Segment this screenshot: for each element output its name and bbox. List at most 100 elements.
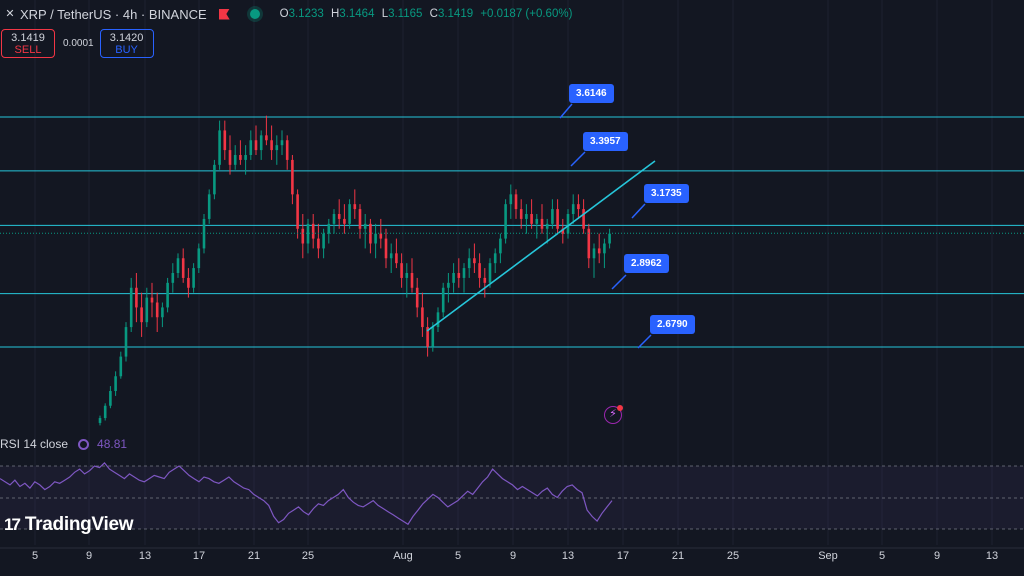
x-tick-label: 13 bbox=[985, 550, 999, 562]
candle-body bbox=[270, 140, 273, 151]
candle-body bbox=[150, 297, 154, 303]
candle-body bbox=[530, 214, 533, 224]
candle-body bbox=[311, 223, 315, 239]
close-label: C bbox=[429, 8, 438, 20]
candle-body bbox=[114, 376, 117, 392]
candle-body bbox=[207, 194, 211, 219]
rsi-series bbox=[0, 462, 613, 526]
rsi-label[interactable]: RSI 14 close bbox=[0, 437, 69, 451]
high-label: H bbox=[330, 8, 340, 20]
candle-body bbox=[176, 258, 180, 274]
candle-body bbox=[337, 214, 341, 219]
candle-body bbox=[181, 258, 185, 278]
lightning-icon[interactable]: ⚡ bbox=[604, 405, 623, 424]
candle-body bbox=[426, 327, 429, 347]
candle-body bbox=[363, 223, 367, 229]
candle-body bbox=[233, 155, 237, 165]
tradingview-logo[interactable]: 17 TradingView bbox=[4, 514, 134, 536]
indicator-settings-icon[interactable] bbox=[78, 438, 90, 450]
candle-body bbox=[400, 263, 403, 278]
buy-button[interactable]: 3.1420 BUY bbox=[99, 29, 154, 58]
candle-body bbox=[551, 209, 554, 224]
candle-body bbox=[171, 273, 175, 283]
x-icon[interactable]: ✕ bbox=[5, 8, 15, 20]
close-value: 3.1419 bbox=[437, 8, 474, 20]
x-tick-label: 13 bbox=[561, 550, 575, 562]
candle-body bbox=[519, 209, 523, 219]
rsi-pane bbox=[0, 465, 1024, 549]
candle-body bbox=[218, 130, 221, 165]
candle-body bbox=[540, 218, 544, 229]
trendline[interactable] bbox=[426, 103, 656, 349]
level-label-2-6790[interactable]: 2.6790 bbox=[650, 315, 695, 334]
candle-body bbox=[161, 307, 164, 318]
open-value: 3.1233 bbox=[288, 8, 324, 20]
candle-body bbox=[348, 204, 351, 224]
x-tick-label: 25 bbox=[301, 550, 315, 562]
candle-body bbox=[197, 248, 201, 269]
x-tick-label: 17 bbox=[192, 550, 206, 562]
candle-body bbox=[504, 204, 507, 239]
candle-body bbox=[452, 273, 455, 283]
horizontal-levels[interactable] bbox=[0, 116, 1024, 348]
candle-body bbox=[535, 218, 539, 224]
candle-body bbox=[473, 258, 476, 264]
x-tick-label: 21 bbox=[671, 550, 685, 562]
candle-body bbox=[441, 287, 445, 313]
open-label: O bbox=[279, 8, 289, 20]
candle-body bbox=[301, 228, 305, 244]
level-label-pointer bbox=[637, 334, 652, 349]
symbol-title[interactable]: XRP / TetherUS · 4h · BINANCE bbox=[20, 6, 207, 22]
level-label-3-6146[interactable]: 3.6146 bbox=[569, 84, 614, 103]
candle-body bbox=[571, 204, 575, 215]
x-tick-label: Aug bbox=[393, 550, 413, 562]
sell-button[interactable]: 3.1419 SELL bbox=[1, 29, 55, 58]
candle-body bbox=[525, 214, 528, 219]
candle-body bbox=[389, 253, 393, 259]
candle-body bbox=[343, 218, 346, 224]
x-tick-label: 5 bbox=[31, 550, 39, 562]
x-tick-label: 17 bbox=[616, 550, 630, 562]
time-axis[interactable]: 5 9 13 17 21 25 Aug 5 9 13 17 21 25 Sep 5 9 13 bbox=[0, 550, 1024, 566]
candle-body bbox=[545, 223, 549, 229]
x-tick-label: 5 bbox=[878, 550, 886, 562]
candle-body bbox=[306, 223, 310, 244]
candle-body bbox=[421, 307, 424, 328]
candle-body bbox=[509, 194, 513, 205]
level-label-3-1735[interactable]: 3.1735 bbox=[644, 184, 689, 203]
spread-value: 0.0001 bbox=[63, 38, 94, 49]
candle-body bbox=[395, 253, 398, 264]
level-label-pointer bbox=[631, 203, 646, 219]
level-label-pointer bbox=[611, 274, 627, 290]
candle-body bbox=[415, 287, 419, 308]
candle-body bbox=[374, 233, 377, 244]
candle-body bbox=[254, 140, 258, 151]
symbol-header: ✕ XRP / TetherUS · 4h · BINANCE O3.1233 … bbox=[0, 4, 572, 24]
candle-body bbox=[98, 418, 102, 423]
sell-label: SELL bbox=[14, 44, 42, 56]
candle-body bbox=[135, 287, 138, 308]
tradingview-logo-text: TradingView bbox=[24, 514, 134, 535]
candle-body bbox=[332, 214, 336, 224]
x-tick-label: 5 bbox=[454, 550, 462, 562]
candle-body bbox=[436, 312, 440, 328]
candle-body bbox=[129, 287, 133, 328]
candle-body bbox=[410, 273, 414, 288]
candle-body bbox=[223, 130, 227, 151]
candle-body bbox=[499, 238, 502, 254]
candle-body bbox=[187, 277, 190, 288]
market-status-icon[interactable] bbox=[249, 9, 260, 19]
level-label-3-3957[interactable]: 3.3957 bbox=[583, 132, 628, 151]
candle-body bbox=[259, 135, 263, 151]
candle-body bbox=[124, 327, 128, 357]
x-tick-label: Sep bbox=[818, 550, 838, 562]
candle-body bbox=[213, 164, 216, 195]
level-label-pointer bbox=[559, 103, 573, 119]
candle-body bbox=[582, 209, 585, 229]
candle-body bbox=[556, 209, 559, 229]
candle-body bbox=[592, 248, 596, 259]
flag-icon[interactable] bbox=[218, 8, 230, 20]
level-label-2-8962[interactable]: 2.8962 bbox=[624, 254, 669, 273]
candle-body bbox=[103, 405, 107, 419]
